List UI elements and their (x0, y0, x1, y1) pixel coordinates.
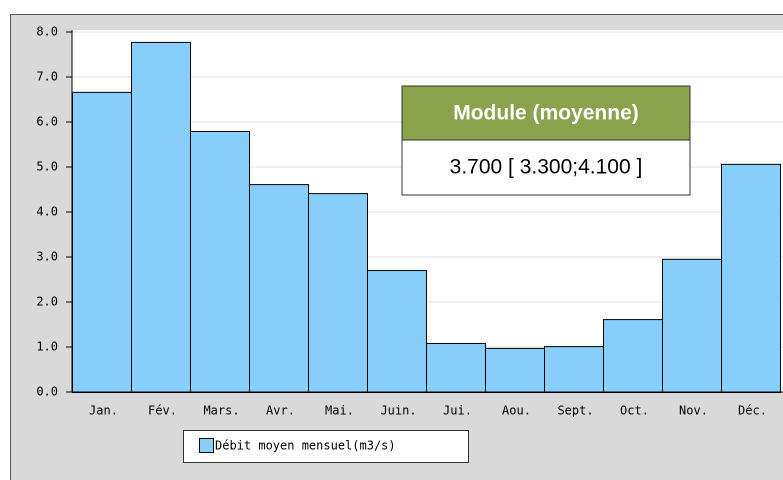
legend-swatch (199, 438, 214, 453)
x-tick-label: Jui. (443, 404, 472, 418)
x-tick-label: Juin. (380, 404, 416, 418)
y-tick-label: 7.0 (36, 70, 58, 84)
y-tick-label: 0.0 (36, 385, 58, 399)
annotation-title: Module (moyenne) (453, 102, 639, 125)
bar (131, 41, 191, 394)
bar (603, 319, 663, 394)
bar (190, 131, 250, 393)
x-tick-label: Mars. (203, 404, 239, 418)
annotation-body (401, 139, 691, 196)
bar (721, 163, 781, 393)
x-tick-label: Déc. (738, 404, 767, 418)
annotation-text: 3.700 [ 3.300;4.100 ] (450, 156, 643, 179)
y-tick-label: 5.0 (36, 160, 58, 174)
legend-label: Débit moyen mensuel(m3/s) (215, 439, 396, 453)
legend: Débit moyen mensuel(m3/s) (183, 430, 469, 463)
bar (308, 193, 368, 393)
bar (72, 91, 132, 393)
bar (485, 347, 545, 393)
y-tick-label: 1.0 (36, 340, 58, 354)
x-tick-label: Jan. (89, 404, 118, 418)
bar (426, 342, 486, 394)
y-tick-label: 3.0 (36, 250, 58, 264)
x-tick-label: Mai. (325, 404, 354, 418)
x-tick-label: Nov. (679, 404, 708, 418)
y-tick-label: 4.0 (36, 205, 58, 219)
bar (367, 270, 427, 393)
x-tick-label: Fév. (148, 404, 177, 418)
y-tick-label: 2.0 (36, 295, 58, 309)
legend-box (183, 430, 469, 463)
bar (544, 346, 604, 394)
y-tick-label: 8.0 (36, 25, 58, 39)
bar (249, 184, 309, 393)
y-tick-label: 6.0 (36, 115, 58, 129)
x-tick-label: Aou. (502, 404, 531, 418)
x-tick-label: Avr. (266, 404, 295, 418)
x-tick-label: Sept. (557, 404, 593, 418)
bar (662, 258, 722, 393)
x-tick-label: Oct. (620, 404, 649, 418)
annotation: Module (moyenne) 3.700 [ 3.300;4.100 ] (401, 85, 691, 196)
